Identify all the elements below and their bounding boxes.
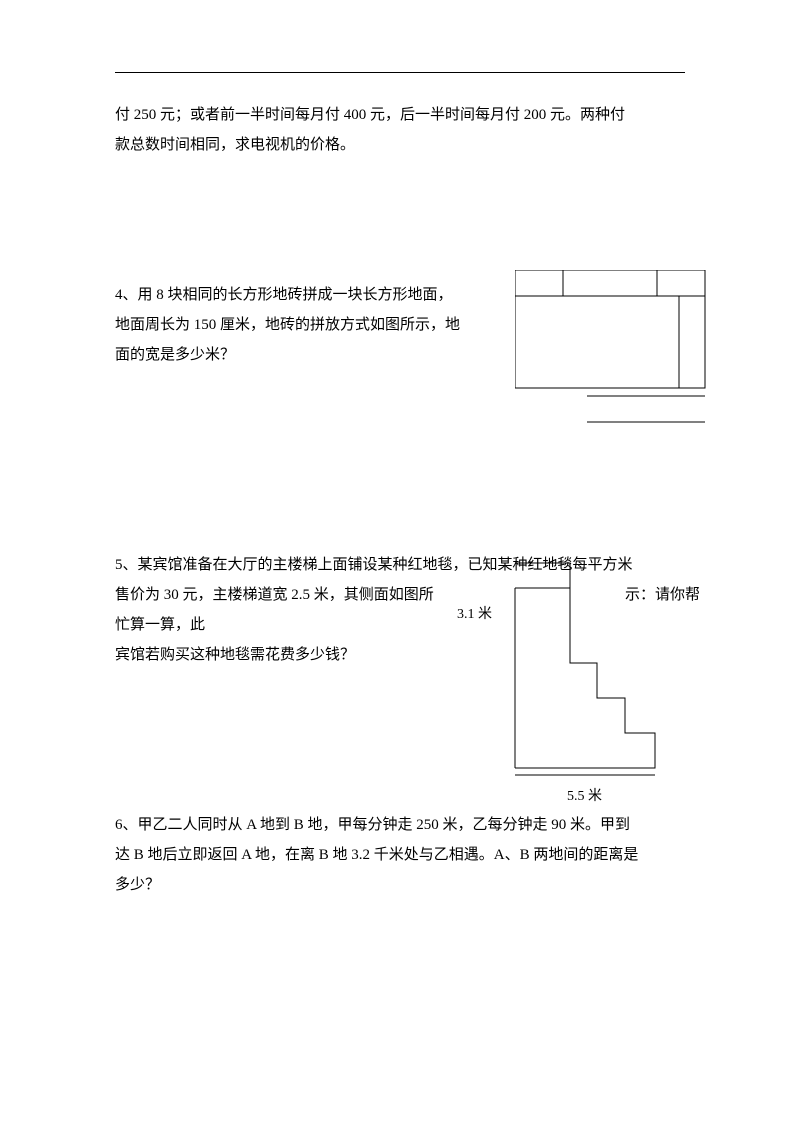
problem-5-line4: 宾馆若购买这种地毯需花费多少钱？ bbox=[115, 640, 505, 670]
problem-3-text-line1: 付 250 元；或者前一半时间每月付 400 元，后一半时间每月付 200 元。… bbox=[115, 100, 685, 130]
problem-5-text-block: 售价为 30 元，主楼梯道宽 2.5 米，其侧面如图所 忙算一算，此 宾馆若购买… bbox=[115, 580, 505, 670]
stairs-height-label: 3.1 米 bbox=[457, 601, 492, 629]
stairs-diagram: 3.1 米 5.5 米 bbox=[505, 553, 685, 794]
problem-6: 6、甲乙二人同时从 A 地到 B 地，甲每分钟走 250 米，乙每分钟走 90 … bbox=[115, 810, 685, 900]
problem-4: 4、用 8 块相同的长方形地砖拼成一块长方形地面， 地面周长为 150 厘米，地… bbox=[115, 280, 685, 370]
problem-5-line3: 忙算一算，此 bbox=[115, 610, 505, 640]
problem-6-line2: 达 B 地后立即返回 A 地，在离 B 地 3.2 千米处与乙相遇。A、B 两地… bbox=[115, 840, 685, 870]
problem-5-line2: 售价为 30 元，主楼梯道宽 2.5 米，其侧面如图所 bbox=[115, 580, 505, 610]
problem-4-line2: 地面周长为 150 厘米，地砖的拼放方式如图所示，地 bbox=[115, 310, 495, 340]
problem-5: 5、某宾馆准备在大厅的主楼梯上面铺设某种红地毯，已知某种红地毯每平方米 售价为 … bbox=[115, 550, 685, 670]
problem-4-text: 4、用 8 块相同的长方形地砖拼成一块长方形地面， 地面周长为 150 厘米，地… bbox=[115, 280, 495, 370]
tiles-diagram bbox=[515, 270, 715, 436]
problem-3-continuation: 付 250 元；或者前一半时间每月付 400 元，后一半时间每月付 200 元。… bbox=[115, 100, 685, 160]
stairs-width-label: 5.5 米 bbox=[567, 783, 602, 811]
problem-6-line1: 6、甲乙二人同时从 A 地到 B 地，甲每分钟走 250 米，乙每分钟走 90 … bbox=[115, 810, 685, 840]
problem-3-text-line2: 款总数时间相同，求电视机的价格。 bbox=[115, 130, 685, 160]
problem-4-line3: 面的宽是多少米？ bbox=[115, 340, 495, 370]
problem-4-line1: 4、用 8 块相同的长方形地砖拼成一块长方形地面， bbox=[115, 280, 495, 310]
page-header-line bbox=[115, 72, 685, 73]
problem-6-line3: 多少？ bbox=[115, 870, 685, 900]
